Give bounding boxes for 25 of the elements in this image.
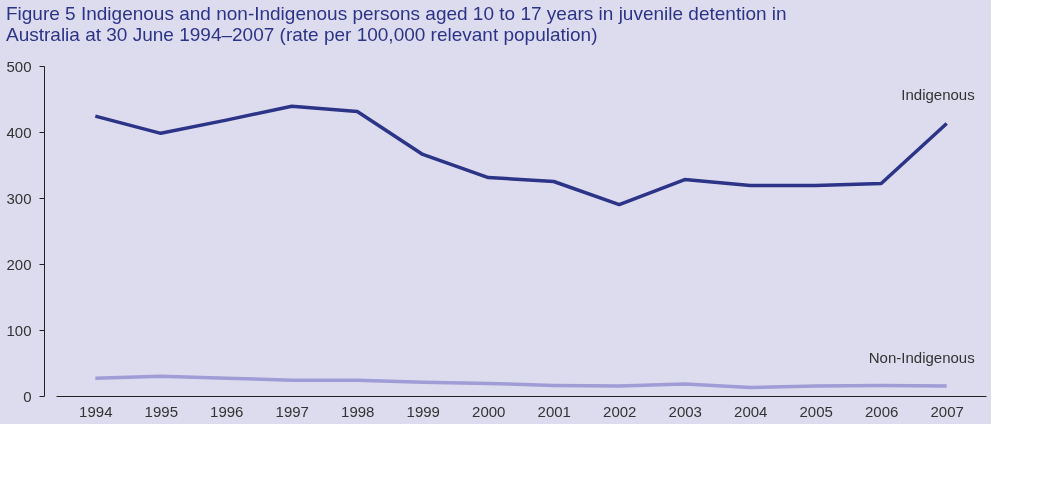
x-tick-label: 2003	[668, 402, 702, 420]
chart-title: Figure 5 Indigenous and non-Indigenous persons aged 10 to 17 years in juvenile detention in Australia at 30 June 1994–2007 (rate per 100,000 relevant population)	[5, 3, 787, 45]
y-tick-label: 400	[6, 123, 32, 141]
x-tick-label: 2004	[734, 402, 768, 420]
x-tick-label: 1998	[341, 402, 375, 420]
x-tick-label: 2002	[603, 402, 637, 420]
y-tick-label: 0	[23, 387, 32, 405]
x-tick-label: 2000	[472, 402, 506, 420]
series-label: Non-Indigenous	[868, 349, 975, 367]
x-tick-label: 2005	[799, 402, 833, 420]
x-tick-label: 1996	[210, 402, 244, 420]
y-tick-label: 500	[6, 57, 32, 75]
line-series	[93, 104, 949, 207]
x-tick-label: 2006	[865, 402, 899, 420]
x-tick-label: 1995	[144, 402, 178, 420]
y-tick-label: 100	[6, 321, 32, 339]
x-tick-label: 2001	[537, 402, 571, 420]
x-tick-label: 1997	[275, 402, 309, 420]
x-tick-label: 2007	[930, 402, 964, 420]
x-tick-label: 1999	[406, 402, 440, 420]
series-label: Indigenous	[901, 86, 975, 104]
line-series	[93, 374, 949, 390]
x-tick-label: 1994	[79, 402, 113, 420]
y-tick-label: 300	[6, 189, 32, 207]
y-tick-label: 200	[6, 255, 32, 273]
